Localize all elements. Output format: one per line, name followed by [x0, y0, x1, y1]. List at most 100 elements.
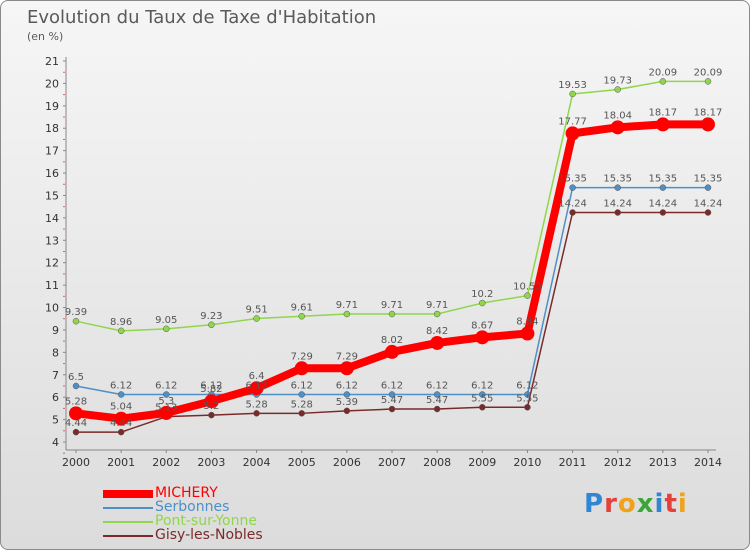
data-label: 7.29	[291, 351, 313, 362]
data-point	[204, 394, 219, 409]
data-label: 9.71	[336, 300, 358, 311]
x-tick-label: 2000	[62, 456, 90, 469]
data-point	[249, 381, 264, 396]
data-point	[614, 209, 621, 216]
x-tick-label: 2013	[649, 456, 677, 469]
data-point	[69, 406, 83, 421]
data-point	[72, 317, 80, 325]
data-point	[479, 404, 486, 411]
data-point	[479, 299, 486, 307]
data-label: 14.24	[649, 199, 678, 210]
legend-swatch	[103, 490, 153, 498]
data-label: 8.96	[110, 317, 132, 328]
series-line	[72, 120, 712, 423]
y-tick-label: 12	[45, 257, 59, 270]
y-tick-label: 20	[45, 77, 59, 90]
data-label: 14.24	[694, 199, 723, 210]
x-tick-label: 2003	[197, 456, 225, 469]
data-label: 14.24	[558, 199, 587, 210]
chart-subtitle: (en %)	[27, 30, 64, 43]
data-point	[614, 184, 621, 191]
data-point	[72, 428, 80, 436]
logo-letter: x	[636, 489, 655, 519]
x-tick-label: 2010	[513, 456, 541, 469]
y-tick-label: 18	[45, 122, 59, 135]
data-point	[253, 315, 260, 322]
data-label: 5.2	[203, 401, 219, 412]
logo-letter: o	[617, 489, 637, 519]
y-tick-label: 13	[45, 234, 59, 247]
data-point	[569, 184, 576, 191]
data-label: 6.12	[200, 380, 222, 391]
data-label: 9.61	[291, 302, 313, 313]
data-label: 19.53	[558, 80, 587, 91]
data-point	[159, 405, 174, 420]
logo-letter: t	[664, 489, 678, 519]
x-tick-label: 2006	[333, 456, 361, 469]
logo-letter: r	[604, 489, 618, 519]
data-point	[565, 126, 580, 141]
data-label: 5.04	[110, 402, 132, 413]
data-label: 14.24	[603, 199, 632, 210]
legend-label: Pont-sur-Yonne	[155, 513, 257, 529]
data-point	[569, 209, 576, 216]
data-point	[524, 292, 531, 299]
data-label: 5.3	[158, 396, 174, 407]
data-label: 4.44	[110, 418, 132, 429]
y-tick-label: 21	[45, 55, 59, 68]
data-label: 5.39	[336, 397, 358, 408]
logo-letter: P	[584, 489, 605, 519]
data-point	[655, 117, 670, 132]
data-label: 9.51	[245, 305, 267, 316]
chart-title: Evolution du Taux de Taxe d'Habitation	[27, 7, 377, 28]
x-tick-label: 2005	[288, 456, 316, 469]
data-point	[253, 410, 260, 417]
data-point	[704, 209, 712, 216]
data-point	[343, 310, 351, 318]
data-point	[659, 78, 667, 85]
data-point	[294, 361, 309, 376]
data-point	[569, 90, 576, 98]
x-tick-label: 2004	[243, 456, 271, 469]
data-label: 6.12	[155, 380, 177, 391]
data-point	[117, 327, 125, 335]
data-label: 9.71	[426, 300, 448, 311]
data-point	[388, 405, 396, 413]
data-label: 5.47	[426, 395, 448, 406]
data-label: 5.28	[65, 396, 87, 407]
data-label: 18.17	[694, 107, 723, 118]
chart-data-labels: 5.28 5.04 5.3 5.82 6.4 7.29 7.29 8.02 8.42 8.67 8.…	[65, 67, 722, 429]
x-tick-label: 2012	[604, 456, 632, 469]
data-label: 6.12	[516, 380, 538, 391]
data-point	[163, 325, 170, 333]
y-tick-label: 6	[52, 391, 59, 404]
data-label: 6.12	[471, 380, 493, 391]
data-label: 8.67	[471, 320, 493, 331]
legend-label: Gisy-les-Nobles	[155, 527, 263, 543]
data-point	[479, 391, 486, 398]
data-point	[117, 428, 125, 436]
data-point	[610, 120, 625, 135]
y-tick-label: 8	[52, 346, 59, 359]
y-tick-label: 17	[45, 145, 59, 158]
y-tick-label: 10	[45, 302, 59, 315]
data-point	[208, 411, 215, 419]
data-point	[704, 78, 712, 85]
data-point	[614, 86, 621, 93]
data-label: 6.12	[336, 380, 358, 391]
data-label: 6.12	[426, 380, 448, 391]
data-point	[701, 117, 715, 132]
legend-label: Serbonnes	[155, 499, 230, 515]
y-tick-label: 7	[52, 369, 59, 382]
data-label: 9.23	[200, 311, 222, 322]
data-label: 15.35	[603, 174, 632, 185]
data-label: 6.12	[291, 380, 313, 391]
data-label: 19.73	[603, 75, 632, 86]
data-point	[163, 391, 170, 398]
data-point	[343, 391, 351, 398]
data-point	[433, 391, 441, 398]
data-label: 20.09	[694, 67, 723, 78]
chart-axes: 4 5 6 7 8 9 10 11 12 13 14 15 16 17 18 19 20 21 2000 2001 20…	[45, 55, 722, 469]
